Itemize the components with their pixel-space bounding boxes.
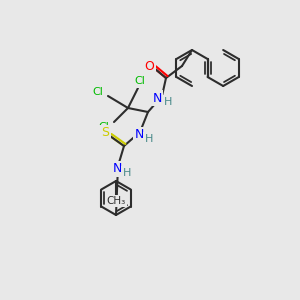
- Text: H: H: [123, 168, 131, 178]
- Text: CH₃: CH₃: [106, 196, 126, 206]
- Text: N: N: [134, 128, 144, 142]
- Text: N: N: [112, 163, 122, 176]
- Text: H: H: [145, 134, 153, 144]
- Text: H: H: [164, 97, 172, 107]
- Text: S: S: [101, 127, 109, 140]
- Text: Cl: Cl: [93, 87, 104, 97]
- Text: Cl: Cl: [135, 76, 146, 86]
- Text: Cl: Cl: [99, 122, 110, 132]
- Text: N: N: [152, 92, 162, 104]
- Text: O: O: [144, 59, 154, 73]
